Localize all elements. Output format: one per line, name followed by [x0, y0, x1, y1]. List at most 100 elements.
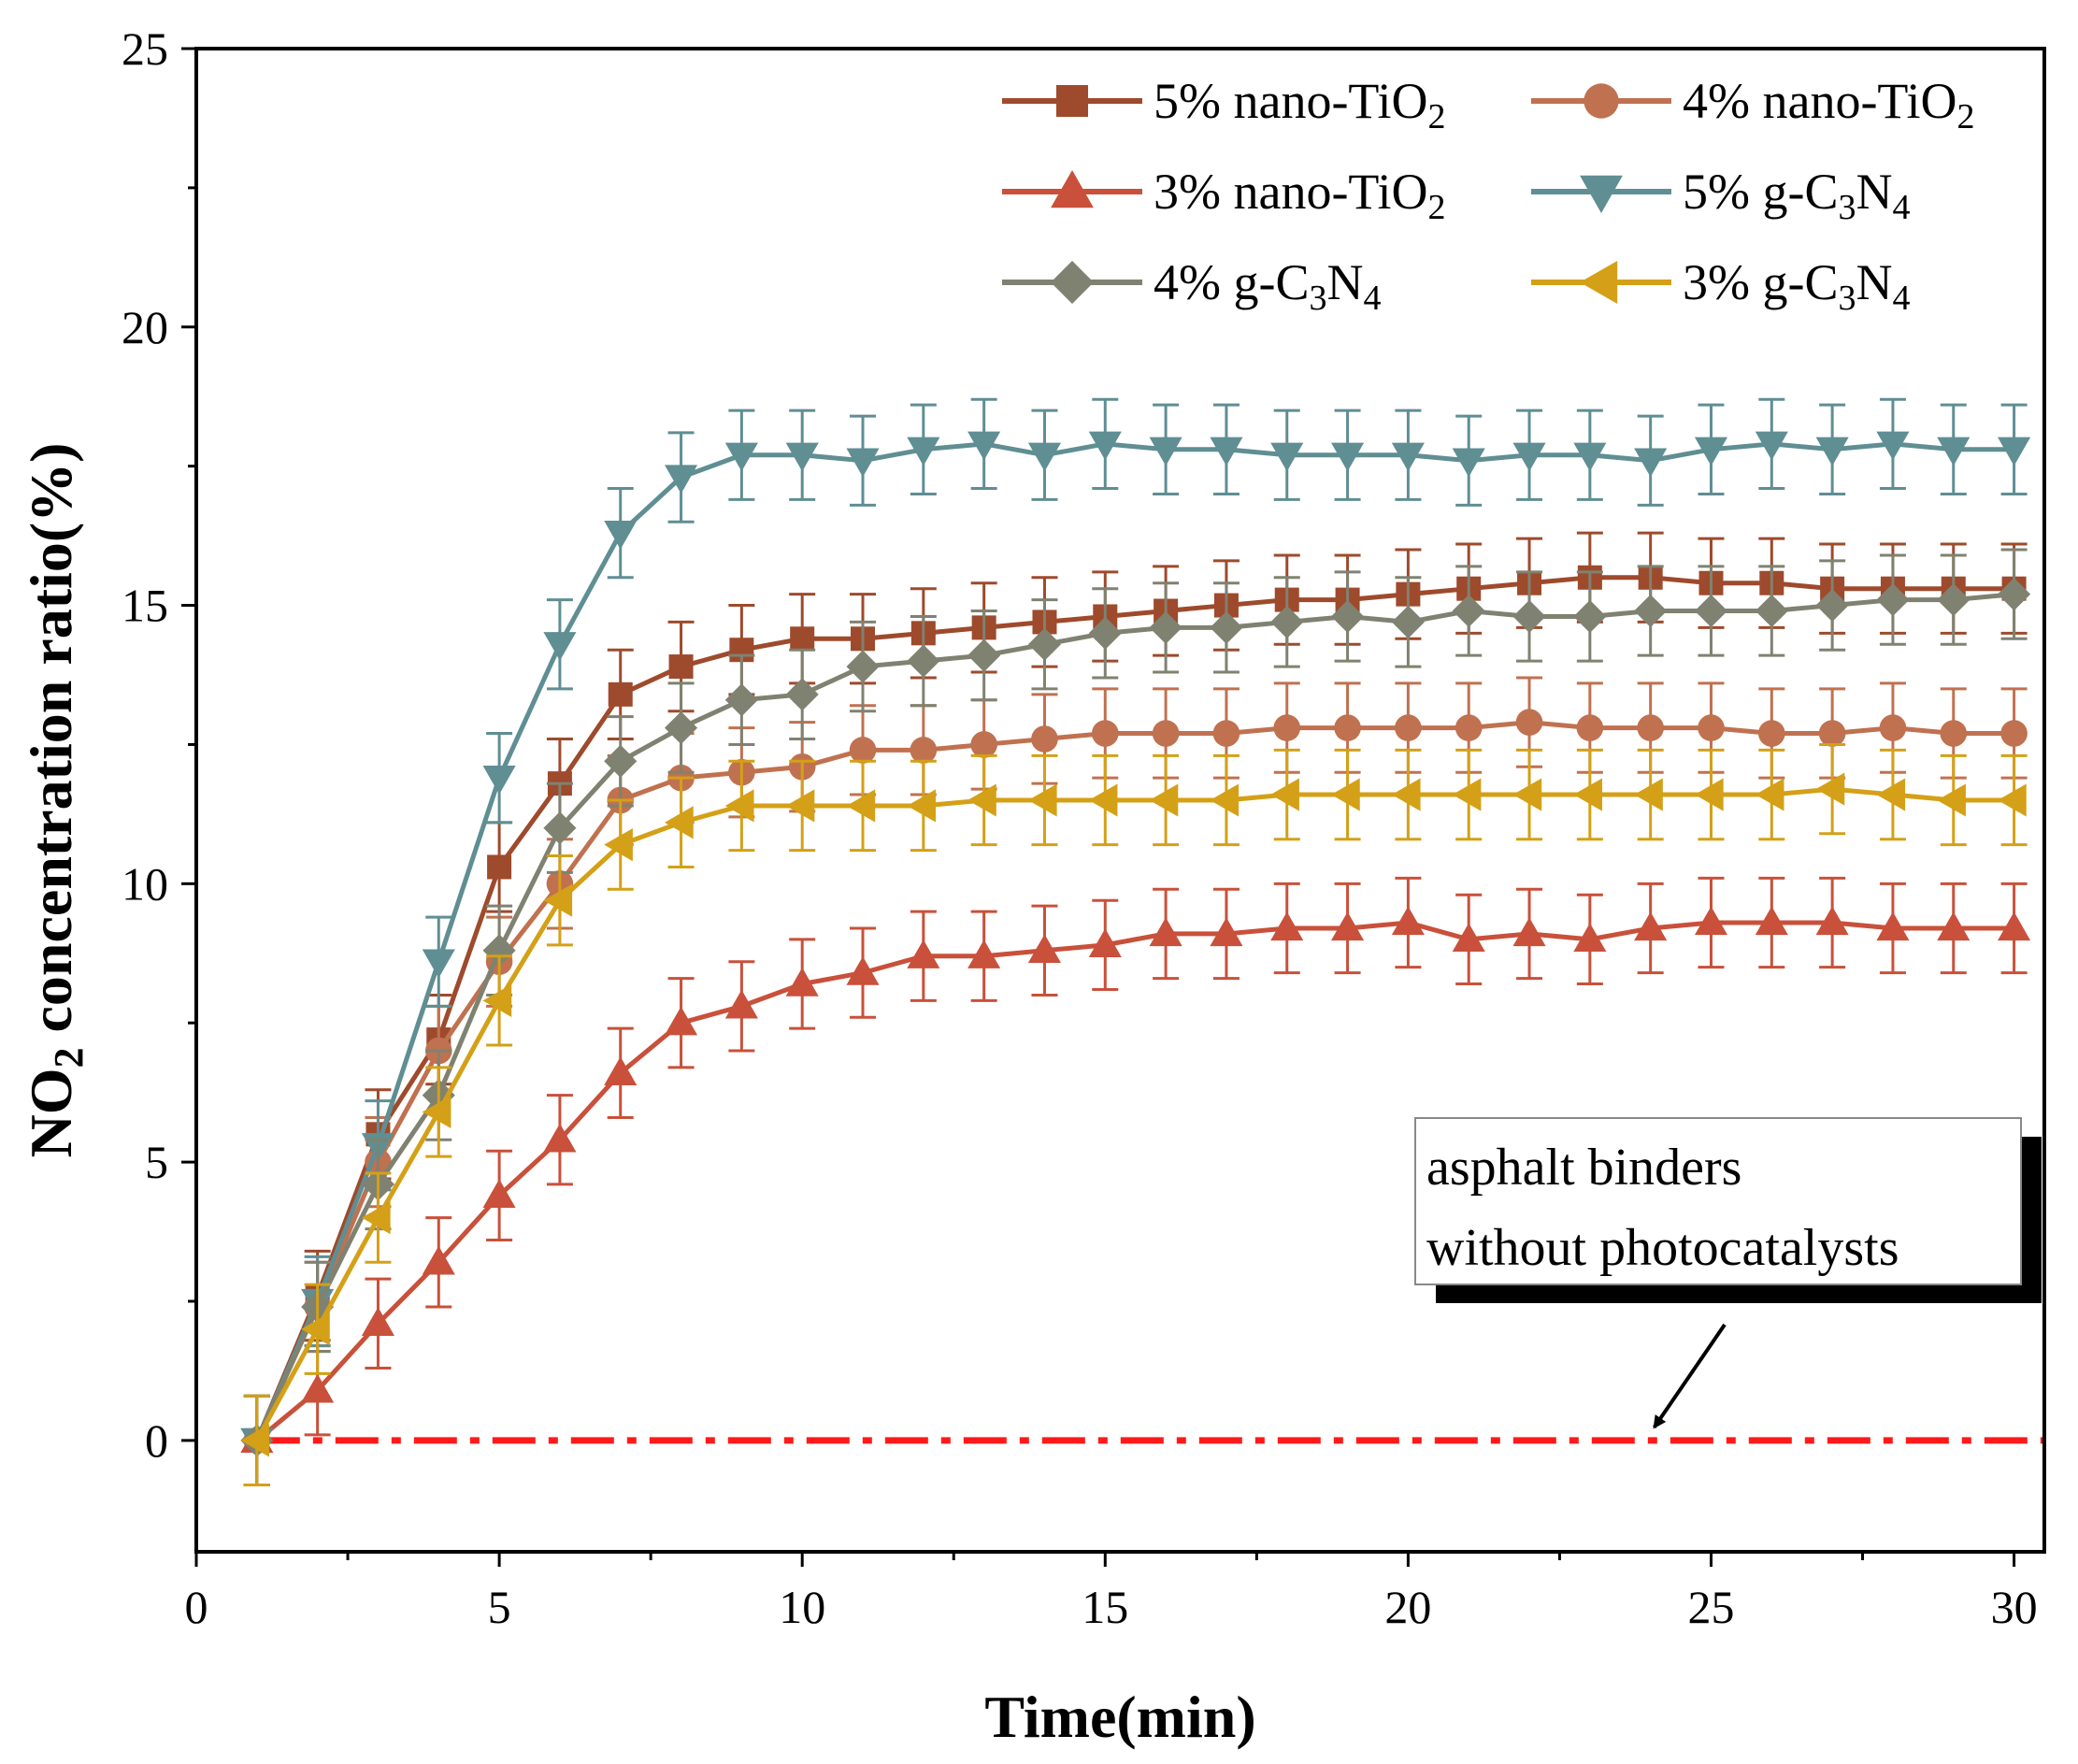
data-point — [1698, 714, 1725, 741]
data-point — [1027, 442, 1062, 472]
data-point — [1634, 448, 1668, 478]
data-point — [1331, 442, 1365, 472]
data-point — [1210, 783, 1240, 817]
data-point — [604, 828, 633, 862]
data-point — [301, 1373, 335, 1403]
data-point — [1573, 778, 1603, 811]
data-point — [1998, 783, 2027, 817]
data-point — [301, 1312, 330, 1346]
legend-label-subscript: 4 — [1892, 279, 1910, 318]
data-point — [846, 789, 876, 823]
data-point — [1515, 709, 1543, 736]
data-point — [724, 789, 754, 823]
data-point — [1149, 610, 1182, 644]
data-point — [1637, 714, 1664, 741]
data-point — [790, 626, 815, 652]
data-point — [970, 731, 997, 758]
data-point — [1027, 934, 1062, 963]
data-point — [1755, 906, 1788, 936]
x-tick-label: 25 — [1687, 1581, 1734, 1633]
data-point — [668, 654, 694, 680]
legend-label-subscript: 4 — [1363, 279, 1381, 318]
data-point — [604, 1056, 638, 1085]
y-axis-title-text: concentration ratio(%) — [18, 443, 84, 1048]
data-point — [1634, 911, 1668, 941]
data-point — [846, 650, 880, 683]
y-tick-label: 20 — [122, 301, 168, 353]
data-point — [543, 1123, 577, 1153]
data-point — [910, 737, 938, 764]
data-point — [1755, 594, 1788, 628]
data-point — [1210, 610, 1243, 644]
data-point — [724, 442, 758, 472]
annotation-text: asphalt binders — [1426, 1139, 1741, 1197]
data-point — [1876, 778, 1906, 811]
legend-entry: 5% g-C3N4 — [1531, 164, 1910, 227]
y-axis-title-text: NO — [18, 1068, 84, 1157]
annotation-text: without photocatalysts — [1426, 1219, 1899, 1277]
legend-label-text: N — [1856, 164, 1892, 220]
legend-label-text: 3% nano-TiO — [1154, 164, 1428, 220]
data-point — [1576, 714, 1604, 741]
plot-frame — [194, 47, 2046, 1554]
series-line — [254, 786, 2014, 1442]
data-point — [1331, 911, 1365, 941]
data-point — [1937, 911, 1971, 941]
data-point — [1088, 431, 1122, 461]
data-point — [846, 956, 880, 985]
legend-entry: 5% nano-TiO2 — [1002, 73, 1446, 136]
legend-label-text: 4% g-C — [1154, 254, 1309, 310]
y-tick-label: 25 — [122, 22, 168, 75]
legend-marker — [1580, 175, 1623, 213]
data-point — [1088, 783, 1118, 817]
series-line — [254, 441, 2014, 1441]
data-point — [785, 789, 815, 823]
data-point — [785, 678, 819, 711]
data-point — [1091, 720, 1119, 747]
legend-label: 5% g-C3N4 — [1683, 164, 1910, 227]
data-point — [1998, 437, 2031, 466]
data-point — [1573, 923, 1607, 953]
data-point — [785, 442, 819, 472]
legend-label-text: 3% g-C — [1683, 254, 1838, 310]
x-tick-label: 10 — [779, 1581, 825, 1633]
legend-label-text: 4% nano-TiO — [1683, 73, 1957, 129]
legend-label-text: N — [1856, 254, 1892, 310]
data-point — [846, 448, 880, 478]
legend-label-subscript: 3 — [1838, 188, 1856, 227]
data-point — [1027, 783, 1057, 817]
data-point — [1452, 448, 1485, 478]
data-point — [1876, 431, 1910, 461]
data-point — [1694, 437, 1728, 466]
data-point — [1694, 906, 1728, 936]
legend-label-text: 5% nano-TiO — [1154, 73, 1428, 129]
data-point — [1149, 437, 1182, 466]
legend-entry: 4% nano-TiO2 — [1531, 73, 1975, 136]
data-point — [608, 681, 633, 707]
data-point — [1270, 605, 1304, 638]
series-line — [254, 720, 2014, 1441]
legend-marker — [1580, 261, 1618, 304]
data-point — [487, 854, 512, 880]
data-point — [1998, 578, 2031, 611]
data-point — [1512, 778, 1542, 811]
data-point — [1937, 583, 1971, 617]
series-line — [254, 575, 2014, 1441]
annotation: asphalt binders without photocatalysts — [1414, 1117, 2042, 1429]
x-tick-label: 0 — [185, 1581, 208, 1633]
data-point — [785, 967, 819, 997]
data-point — [1391, 605, 1425, 638]
x-tick-label: 5 — [488, 1581, 511, 1633]
data-point — [1815, 437, 1849, 466]
series-layer — [240, 397, 2031, 1487]
legend-label: 5% nano-TiO2 — [1154, 73, 1446, 136]
data-point — [1573, 442, 1607, 472]
data-point — [1512, 599, 1546, 634]
legend-label: 4% nano-TiO2 — [1683, 73, 1975, 136]
data-point — [1273, 714, 1301, 741]
data-point — [604, 744, 638, 778]
series-4 — [240, 397, 2031, 1487]
data-point — [1149, 917, 1182, 947]
data-point — [1452, 594, 1485, 628]
